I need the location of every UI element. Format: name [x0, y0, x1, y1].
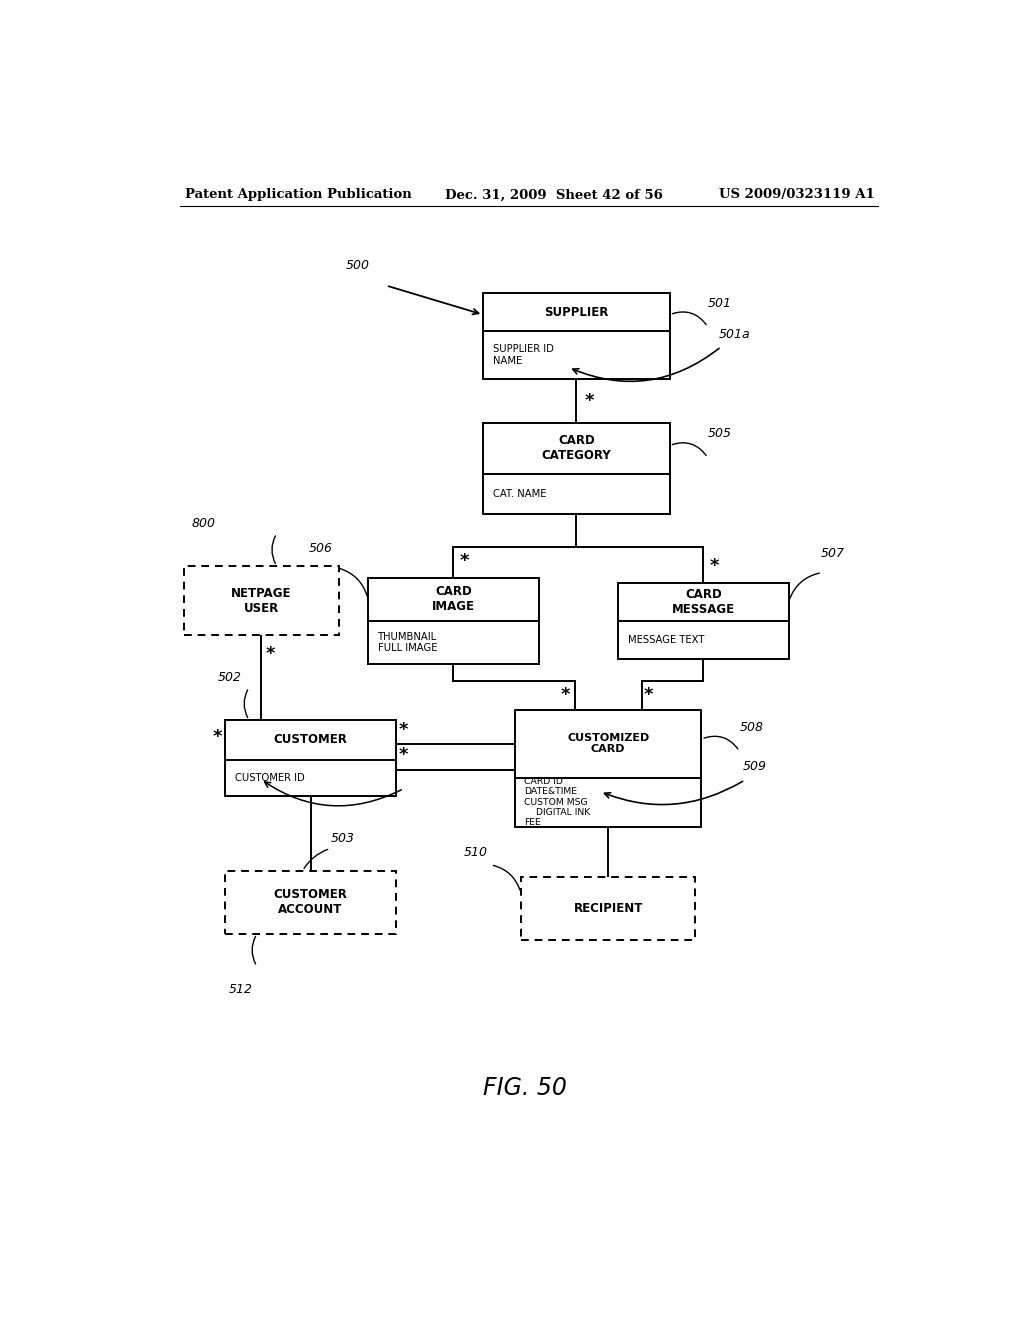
- Text: CAT. NAME: CAT. NAME: [493, 488, 546, 499]
- Text: THUMBNAIL
FULL IMAGE: THUMBNAIL FULL IMAGE: [378, 632, 437, 653]
- Bar: [483, 422, 670, 515]
- Text: 502: 502: [217, 672, 242, 684]
- Text: *: *: [213, 727, 222, 746]
- Text: FIG. 50: FIG. 50: [483, 1076, 566, 1101]
- Text: *: *: [560, 685, 569, 704]
- Text: RECIPIENT: RECIPIENT: [573, 902, 643, 915]
- Text: NETPAGE
USER: NETPAGE USER: [231, 586, 292, 615]
- Text: CUSTOMIZED
CARD: CUSTOMIZED CARD: [567, 733, 649, 755]
- Text: 800: 800: [191, 517, 216, 531]
- Text: CARD ID
DATE&TIME
CUSTOM MSG
    DIGITAL INK
FEE: CARD ID DATE&TIME CUSTOM MSG DIGITAL INK…: [524, 777, 591, 828]
- Text: SUPPLIER ID
NAME: SUPPLIER ID NAME: [493, 345, 554, 366]
- Bar: [225, 871, 396, 935]
- Bar: [515, 710, 701, 826]
- Text: 507: 507: [820, 548, 845, 561]
- Text: SUPPLIER: SUPPLIER: [544, 305, 608, 318]
- Text: CUSTOMER
ACCOUNT: CUSTOMER ACCOUNT: [273, 888, 347, 916]
- Text: *: *: [585, 392, 594, 411]
- Text: CARD
IMAGE: CARD IMAGE: [432, 585, 475, 614]
- Text: *: *: [710, 557, 719, 574]
- Text: *: *: [460, 552, 469, 569]
- Text: 509: 509: [742, 760, 767, 774]
- Text: 503: 503: [331, 833, 354, 846]
- Text: CARD
CATEGORY: CARD CATEGORY: [542, 434, 611, 462]
- Text: 501: 501: [708, 297, 732, 310]
- Text: MESSAGE TEXT: MESSAGE TEXT: [628, 635, 703, 645]
- Text: Dec. 31, 2009  Sheet 42 of 56: Dec. 31, 2009 Sheet 42 of 56: [445, 189, 664, 202]
- Text: 501a: 501a: [719, 329, 751, 342]
- Text: *: *: [398, 721, 408, 739]
- Bar: [184, 566, 339, 635]
- Text: *: *: [643, 685, 652, 704]
- Text: 508: 508: [739, 721, 764, 734]
- Bar: [368, 578, 539, 664]
- Text: 510: 510: [464, 846, 487, 859]
- Text: CUSTOMER ID: CUSTOMER ID: [234, 774, 304, 783]
- Bar: [225, 719, 396, 796]
- Text: Patent Application Publication: Patent Application Publication: [185, 189, 412, 202]
- Text: *: *: [265, 645, 274, 663]
- Text: CARD
MESSAGE: CARD MESSAGE: [672, 587, 735, 616]
- Text: US 2009/0323119 A1: US 2009/0323119 A1: [719, 189, 874, 202]
- Bar: [483, 293, 670, 379]
- Text: CUSTOMER: CUSTOMER: [273, 734, 347, 746]
- Bar: [618, 582, 788, 659]
- Text: 500: 500: [346, 259, 371, 272]
- Text: 506: 506: [308, 543, 333, 556]
- Text: *: *: [398, 746, 408, 764]
- Text: 512: 512: [229, 982, 253, 995]
- Bar: [521, 876, 695, 940]
- Text: 505: 505: [708, 428, 732, 441]
